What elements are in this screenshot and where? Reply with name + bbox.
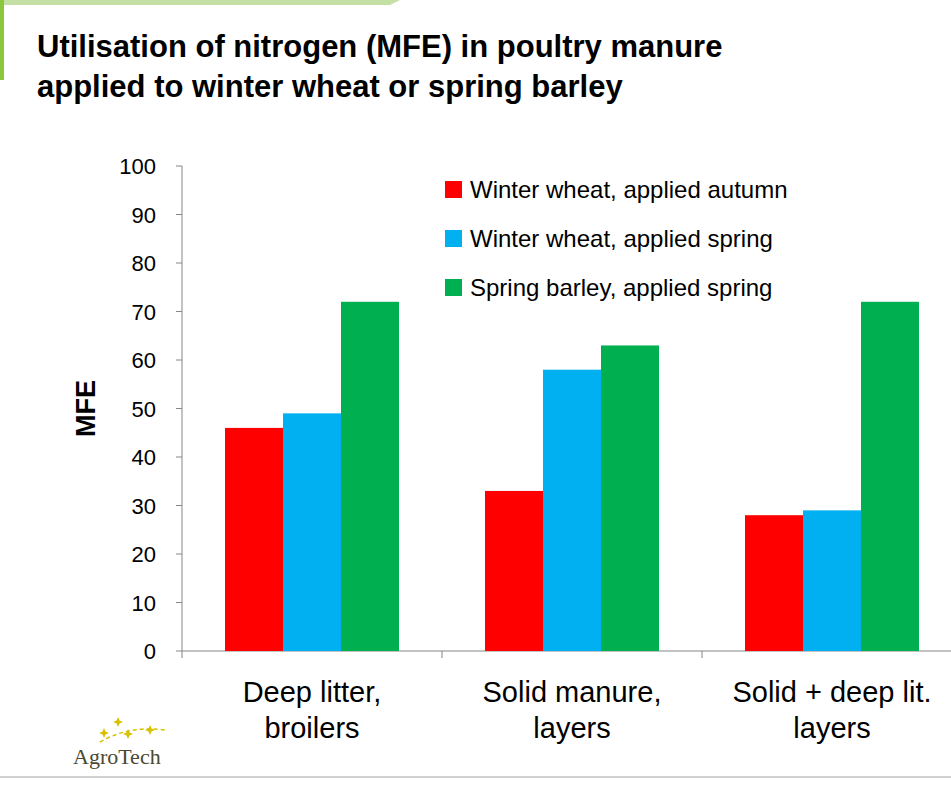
- y-tick: [176, 651, 182, 652]
- y-tick-label: 40: [132, 445, 156, 470]
- logo-text: AgroTech: [73, 744, 161, 769]
- bar: [485, 491, 543, 651]
- y-tick-label: 60: [132, 348, 156, 373]
- bar: [543, 370, 601, 651]
- logo: AgroTech: [73, 717, 165, 769]
- y-tick: [176, 360, 182, 361]
- corner-bar: [0, 0, 4, 80]
- y-tick-label: 80: [132, 251, 156, 276]
- category-line: layers: [793, 712, 870, 744]
- legend-label: Spring barley, applied spring: [470, 274, 772, 301]
- logo-arc: [100, 729, 165, 742]
- legend-swatch: [445, 230, 462, 247]
- bar: [861, 302, 919, 651]
- title-line: Utilisation of nitrogen (MFE) in poultry…: [37, 29, 722, 64]
- category-line: Deep litter,: [243, 676, 382, 708]
- bar: [225, 428, 283, 651]
- bars: [225, 302, 919, 651]
- logo-star: [145, 725, 155, 735]
- category-line: broilers: [264, 712, 359, 744]
- y-tick: [176, 505, 182, 506]
- y-tick: [176, 408, 182, 409]
- y-tick-label: 10: [132, 591, 156, 616]
- y-tick: [176, 214, 182, 215]
- category-label: Solid manure, layers: [483, 676, 662, 744]
- legend: Winter wheat, applied autumn Winter wheat…: [445, 176, 788, 301]
- y-tick: [176, 311, 182, 312]
- y-tick-label: 30: [132, 494, 156, 519]
- y-tick-label: 70: [132, 300, 156, 325]
- chart: Utilisation of nitrogen (MFE) in poultry…: [0, 0, 951, 793]
- legend-label: Winter wheat, applied autumn: [470, 176, 788, 203]
- category-label: Solid + deep lit. layers: [732, 676, 931, 744]
- footer-rule: [0, 776, 951, 778]
- y-tick: [176, 263, 182, 264]
- category-line: layers: [533, 712, 610, 744]
- x-tick: [442, 651, 443, 658]
- logo-star: [99, 728, 109, 738]
- legend-label: Winter wheat, applied spring: [470, 225, 773, 252]
- bar: [745, 515, 803, 651]
- y-tick: [176, 602, 182, 603]
- bar: [341, 302, 399, 651]
- bar: [601, 345, 659, 651]
- x-tick: [182, 651, 183, 658]
- legend-swatch: [445, 181, 462, 198]
- category-line: Solid + deep lit.: [732, 676, 931, 708]
- y-tick-label: 90: [132, 203, 156, 228]
- bar: [283, 413, 341, 651]
- title-line: applied to winter wheat or spring barley: [37, 69, 623, 104]
- title: Utilisation of nitrogen (MFE) in poultry…: [37, 29, 722, 104]
- y-axis-label: MFE: [71, 380, 101, 437]
- y-tick-label: 50: [132, 397, 156, 422]
- y-tick: [176, 166, 182, 167]
- x-tick: [702, 651, 703, 658]
- logo-star: [113, 717, 123, 727]
- legend-swatch: [445, 279, 462, 296]
- y-tick-label: 20: [132, 542, 156, 567]
- y-tick-label: 0: [144, 639, 156, 664]
- y-tick-label: 100: [119, 154, 156, 179]
- category-line: Solid manure,: [483, 676, 662, 708]
- y-tick: [176, 554, 182, 555]
- category-label: Deep litter, broilers: [243, 676, 382, 744]
- y-tick: [176, 457, 182, 458]
- bar: [803, 510, 861, 651]
